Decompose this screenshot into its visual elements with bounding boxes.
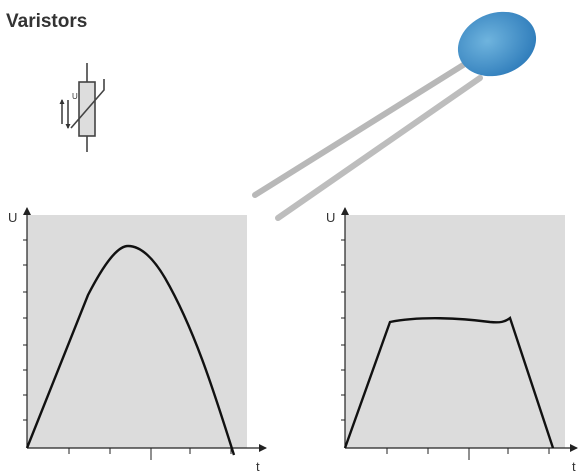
- plot-area: [27, 215, 247, 448]
- x-label: t: [256, 459, 260, 474]
- plot-area: [345, 215, 565, 448]
- component-photo: [255, 1, 545, 218]
- varistor-disc: [449, 1, 545, 87]
- symbol-label: U: [72, 92, 78, 101]
- varistor-symbol: [62, 63, 104, 152]
- x-label: t: [572, 459, 576, 474]
- figure: Varistors U U t U t: [0, 0, 578, 474]
- lead-wire: [255, 62, 468, 195]
- y-label: U: [326, 210, 335, 225]
- lead-wire: [278, 78, 480, 218]
- title: Varistors: [6, 11, 87, 32]
- y-label: U: [8, 210, 17, 225]
- graph-right: U t: [326, 208, 577, 474]
- graph-left: U t: [8, 208, 266, 474]
- page: Varistors U U t U t: [0, 0, 578, 474]
